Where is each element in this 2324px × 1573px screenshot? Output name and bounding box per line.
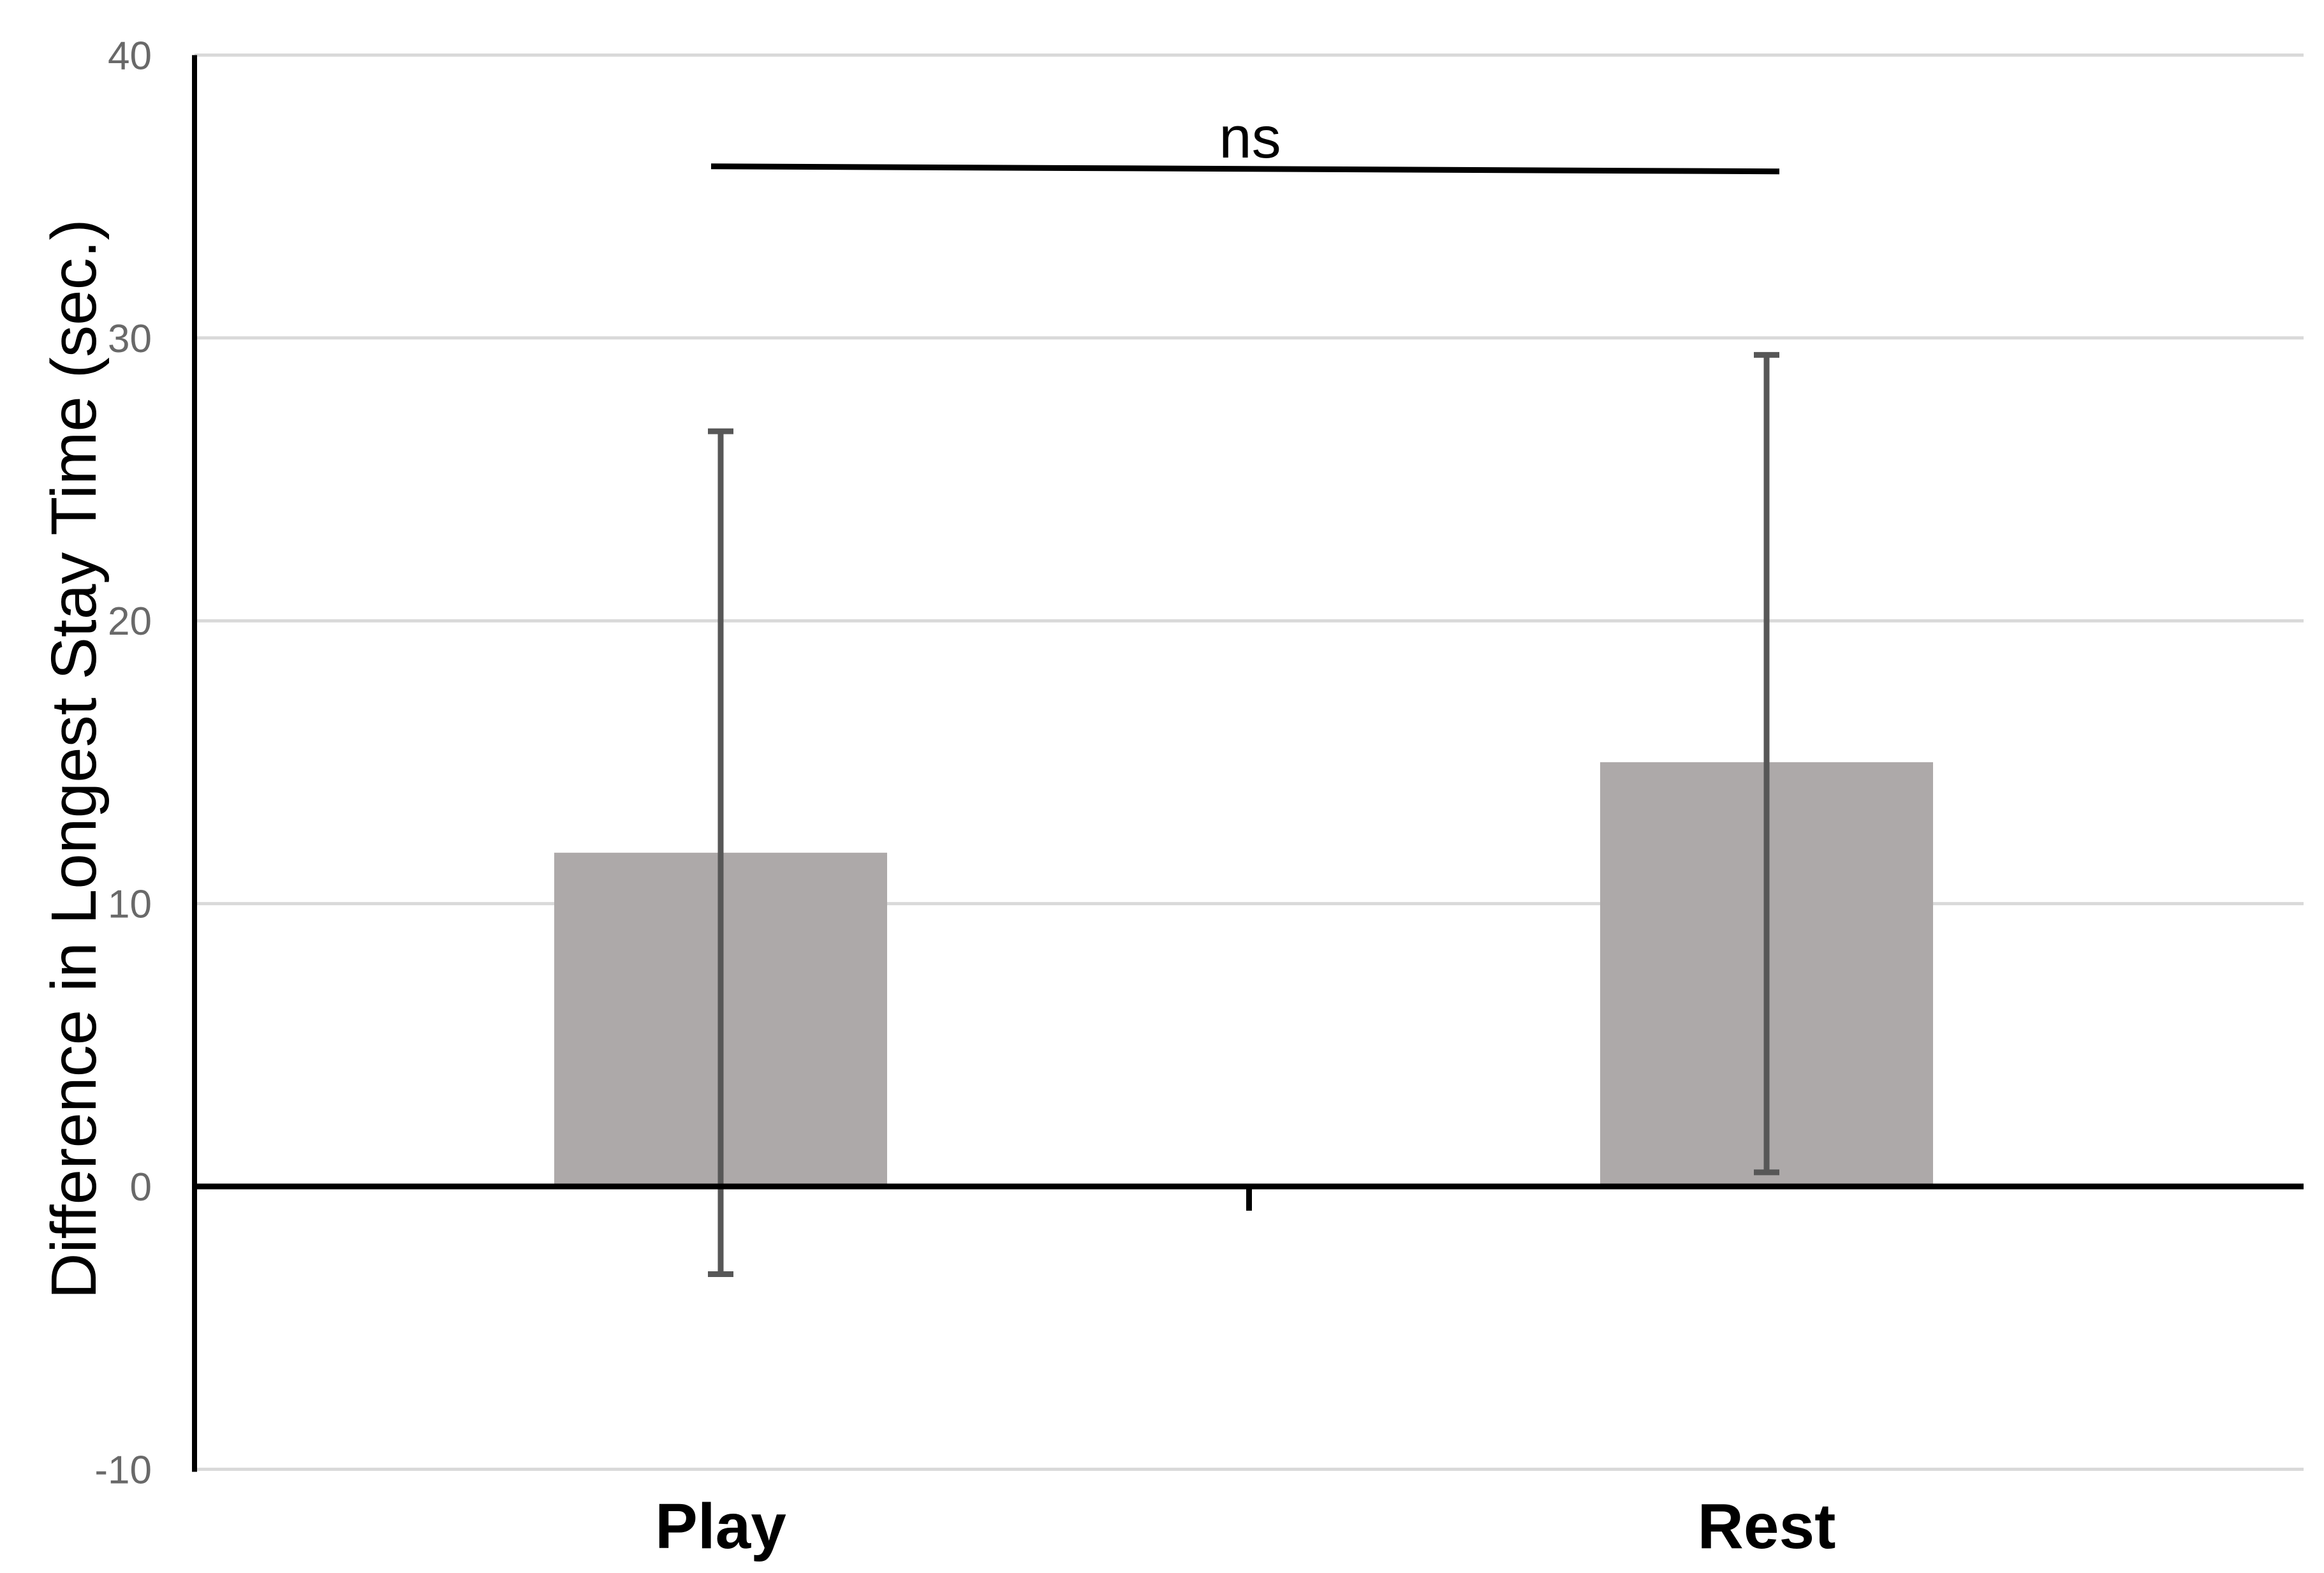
- y-tick-label-30: 30: [108, 317, 152, 361]
- significance-line: [710, 163, 1780, 175]
- axes-group: [192, 55, 2304, 1472]
- y-tick-label--10: -10: [94, 1448, 152, 1492]
- category-label-play: Play: [655, 1491, 786, 1562]
- bars-group: [554, 762, 1933, 1187]
- error-bars-group: [708, 351, 1779, 1277]
- x-category-labels-group: Play Rest: [655, 1491, 1835, 1562]
- significance-label: ns: [1219, 105, 1281, 170]
- y-axis-title: Difference in Longest Stay Time (sec.): [38, 219, 110, 1299]
- significance-annotation: ns: [710, 105, 1780, 175]
- gridlines-group: [195, 53, 2304, 1471]
- y-tick-label-0: 0: [130, 1165, 152, 1209]
- y-tick-label-20: 20: [108, 600, 152, 644]
- y-tick-label-40: 40: [108, 34, 152, 78]
- y-tick-labels-group: 40 30 20 10 0 -10: [94, 34, 152, 1492]
- y-tick-label-10: 10: [108, 883, 152, 927]
- category-label-rest: Rest: [1698, 1491, 1836, 1562]
